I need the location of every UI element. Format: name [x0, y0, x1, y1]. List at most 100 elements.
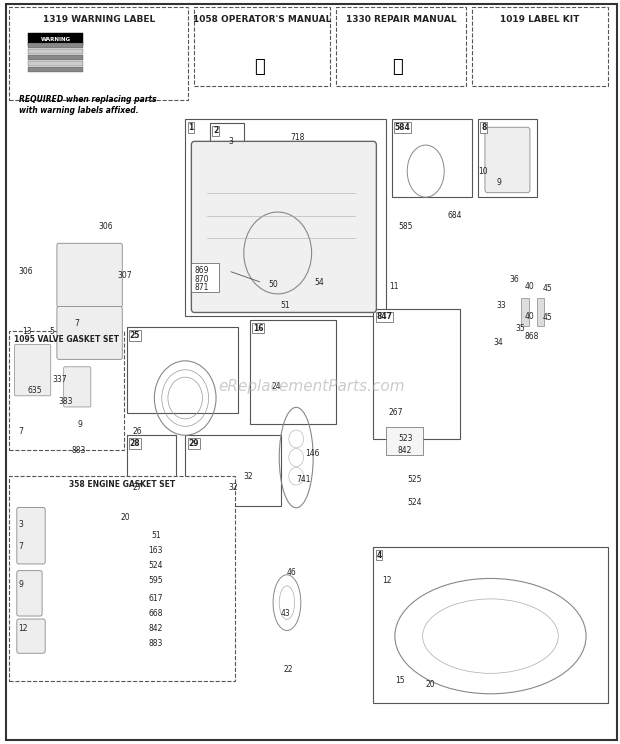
Text: 306: 306 [19, 267, 33, 276]
Text: 35: 35 [515, 324, 525, 333]
Text: 7: 7 [19, 427, 24, 436]
Bar [9, 331, 123, 450]
Text: 33: 33 [497, 301, 507, 310]
Text: 267: 267 [389, 408, 403, 417]
Text: 12: 12 [19, 624, 28, 633]
Bar [9, 7, 188, 100]
Text: 525: 525 [407, 475, 422, 484]
Text: 1019 LABEL KIT: 1019 LABEL KIT [500, 15, 580, 24]
Text: 11: 11 [389, 282, 398, 291]
Text: 51: 51 [281, 301, 290, 310]
FancyBboxPatch shape [485, 127, 530, 193]
Text: 45: 45 [543, 313, 552, 322]
Text: 9: 9 [19, 580, 24, 589]
Text: 24: 24 [272, 382, 281, 391]
Text: 9: 9 [78, 420, 82, 429]
Bar [478, 119, 537, 197]
Text: 842: 842 [398, 446, 412, 455]
Text: 43: 43 [281, 609, 291, 618]
Bar [28, 49, 84, 54]
Text: 306: 306 [99, 222, 113, 231]
Text: 595: 595 [148, 576, 163, 585]
Text: 524: 524 [148, 561, 162, 570]
Text: 26: 26 [133, 427, 143, 436]
Bar [28, 33, 84, 45]
Text: 163: 163 [148, 546, 162, 555]
Text: 2: 2 [213, 126, 218, 135]
Text: 3: 3 [19, 520, 24, 529]
Text: 46: 46 [287, 568, 297, 577]
Bar [185, 435, 281, 506]
Bar [192, 263, 219, 292]
Text: 32: 32 [244, 472, 254, 481]
Text: 9: 9 [497, 178, 502, 187]
FancyBboxPatch shape [192, 141, 376, 312]
Text: 847: 847 [376, 312, 392, 321]
Text: 3: 3 [228, 137, 233, 146]
Bar [28, 55, 84, 60]
FancyBboxPatch shape [17, 619, 45, 653]
Text: 337: 337 [53, 375, 67, 384]
Text: 383: 383 [59, 397, 73, 406]
Text: 668: 668 [148, 609, 162, 618]
Text: 12: 12 [383, 576, 392, 585]
Text: 50: 50 [268, 280, 278, 289]
FancyBboxPatch shape [57, 243, 122, 307]
Bar [9, 476, 234, 681]
Text: 10: 10 [478, 167, 488, 176]
FancyBboxPatch shape [57, 307, 122, 359]
Text: 871: 871 [195, 283, 209, 292]
Text: 7: 7 [19, 542, 24, 551]
Text: 45: 45 [543, 284, 552, 293]
Text: 34: 34 [494, 338, 503, 347]
FancyBboxPatch shape [64, 367, 91, 407]
Text: 8: 8 [481, 123, 487, 132]
Bar [250, 320, 336, 424]
Text: 13: 13 [22, 327, 32, 336]
Text: 585: 585 [398, 222, 412, 231]
Text: 146: 146 [306, 449, 320, 458]
Text: 635: 635 [28, 386, 43, 395]
Text: 5: 5 [50, 327, 55, 336]
Bar [126, 435, 176, 506]
Bar [185, 119, 386, 316]
Bar [386, 427, 423, 455]
Text: WARNING: WARNING [41, 37, 71, 42]
Text: 54: 54 [315, 278, 324, 287]
Text: 36: 36 [509, 275, 519, 283]
Text: 868: 868 [525, 332, 539, 341]
Text: 584: 584 [395, 123, 410, 132]
Bar [472, 7, 608, 86]
Bar [28, 67, 84, 72]
Text: 1319 WARNING LABEL: 1319 WARNING LABEL [43, 15, 155, 24]
Text: 307: 307 [117, 271, 132, 280]
Text: 20: 20 [426, 680, 435, 689]
Text: 869: 869 [195, 266, 209, 275]
FancyBboxPatch shape [17, 571, 42, 616]
Text: 16: 16 [253, 324, 264, 333]
Bar [537, 298, 544, 326]
Text: 29: 29 [188, 439, 199, 448]
Bar [521, 298, 529, 326]
Bar [373, 547, 608, 703]
Text: 📖: 📖 [392, 58, 404, 76]
Text: 1: 1 [188, 123, 193, 132]
Text: 15: 15 [395, 676, 404, 685]
Text: 28: 28 [130, 439, 140, 448]
Text: 1058 OPERATOR'S MANUAL: 1058 OPERATOR'S MANUAL [193, 15, 332, 24]
Bar [195, 7, 330, 86]
Text: 842: 842 [148, 624, 162, 633]
FancyBboxPatch shape [17, 507, 45, 564]
Text: 4: 4 [376, 551, 382, 559]
Text: 718: 718 [290, 133, 304, 142]
Text: 51: 51 [151, 531, 161, 540]
Bar [28, 61, 84, 66]
Text: 📖: 📖 [254, 58, 265, 76]
Text: 883: 883 [148, 639, 162, 648]
Bar [392, 119, 472, 197]
Text: 22: 22 [284, 665, 293, 674]
Text: 617: 617 [148, 594, 162, 603]
Text: 870: 870 [195, 275, 209, 283]
Bar [28, 43, 84, 48]
Text: 358 ENGINE GASKET SET: 358 ENGINE GASKET SET [69, 480, 175, 489]
